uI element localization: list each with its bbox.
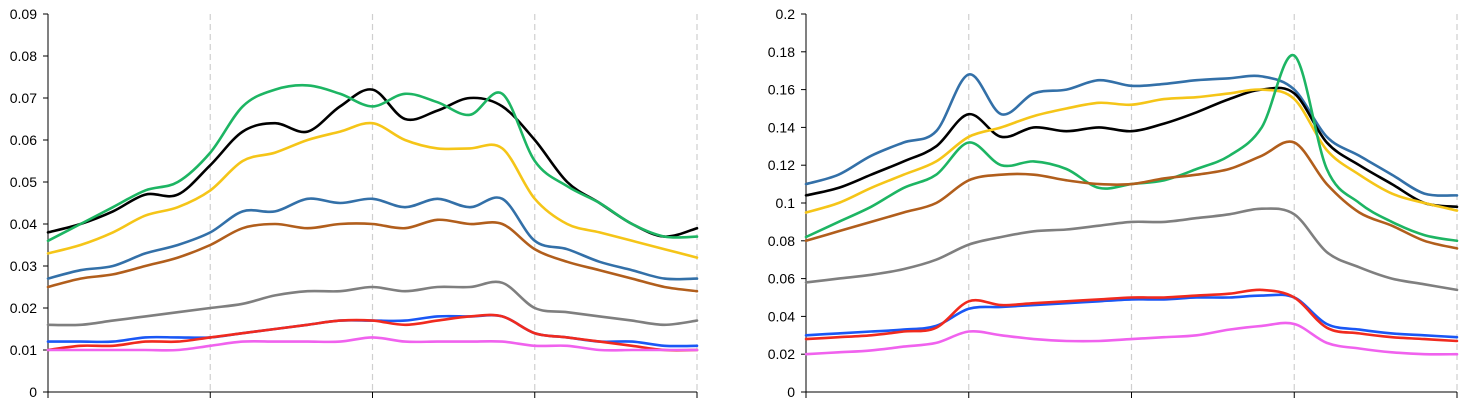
left-line-chart: 0 0.01 0.02 0.03 0.04 0.05 0.06 0.07 0.08 0.09 [10, 6, 699, 400]
y-tick-label: 0.06 [768, 271, 795, 287]
y-tick-label: 0.08 [10, 48, 37, 64]
y-tick-label: 0.14 [768, 119, 795, 135]
series-line-6 [46, 280, 699, 327]
series-line-9 [804, 321, 1459, 356]
y-tick-label: 0.16 [768, 82, 795, 98]
y-tick-label: 0.03 [10, 258, 37, 274]
series-line-5 [804, 140, 1459, 250]
y-tick-label: 0 [29, 384, 37, 400]
y-tick-label: 0.01 [10, 342, 37, 358]
series-line-1 [804, 73, 1459, 197]
y-tick-label: 0.12 [768, 157, 795, 173]
y-tick-label: 0.04 [768, 308, 795, 324]
y-tick-label: 0.04 [10, 216, 37, 232]
y-tick-label: 0.02 [768, 346, 795, 362]
y-tick-label: 0.1 [776, 195, 796, 211]
y-tick-label: 0.08 [768, 233, 795, 249]
series-line-7 [804, 293, 1459, 339]
right-line-chart: 0 0.02 0.04 0.06 0.08 0.1 0.12 0.14 0.16 0.18 0.2 [768, 6, 1459, 400]
series-line-2 [804, 86, 1459, 209]
y-tick-label: 0.18 [768, 44, 795, 60]
series-line-4 [46, 196, 699, 281]
series-line-9 [46, 336, 699, 352]
y-tick-label: 0.02 [10, 300, 37, 316]
series-line-3 [46, 121, 699, 259]
series-line-8 [804, 288, 1459, 343]
series-line-8 [46, 313, 699, 352]
y-tick-label: 0.09 [10, 6, 37, 22]
series-line-6 [804, 207, 1459, 292]
y-tick-label: 0 [787, 384, 795, 400]
y-tick-label: 0.06 [10, 132, 37, 148]
series-line-2 [46, 83, 699, 243]
y-tick-label: 0.2 [776, 6, 796, 22]
y-tick-label: 0.05 [10, 174, 37, 190]
y-tick-label: 0.07 [10, 90, 37, 106]
series-line-5 [46, 218, 699, 293]
series-line-3 [804, 88, 1459, 214]
